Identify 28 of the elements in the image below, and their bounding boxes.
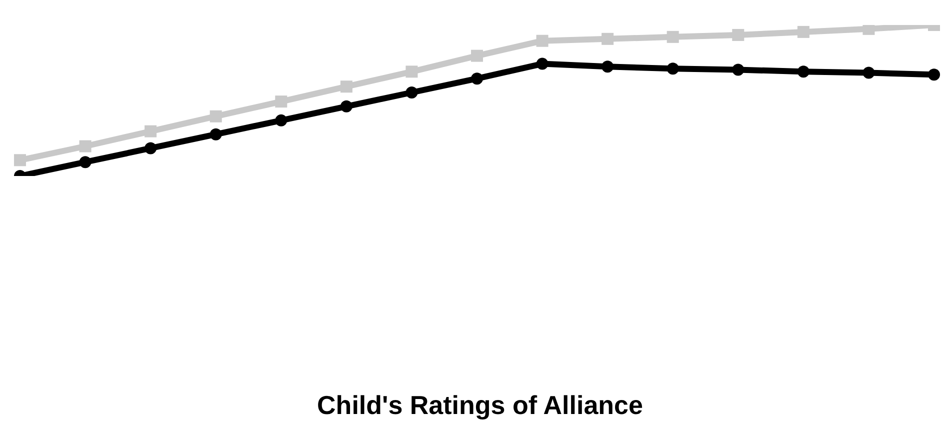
point bbox=[275, 96, 288, 108]
point bbox=[797, 26, 810, 38]
point bbox=[471, 72, 483, 85]
point bbox=[14, 154, 26, 166]
point bbox=[602, 60, 614, 73]
point bbox=[340, 80, 352, 93]
point bbox=[406, 66, 418, 78]
point bbox=[79, 156, 92, 168]
point bbox=[862, 66, 875, 79]
text: Child's Ratings of Alliance bbox=[316, 390, 644, 421]
point bbox=[732, 28, 744, 41]
point bbox=[210, 110, 222, 122]
point bbox=[536, 34, 548, 47]
point bbox=[732, 64, 744, 76]
point bbox=[79, 140, 92, 152]
point bbox=[406, 86, 418, 98]
point bbox=[928, 68, 940, 81]
point bbox=[275, 114, 288, 126]
point bbox=[536, 58, 548, 70]
point bbox=[471, 50, 483, 62]
point bbox=[340, 100, 352, 112]
point bbox=[666, 30, 679, 43]
point bbox=[797, 66, 810, 78]
point bbox=[602, 32, 614, 45]
point bbox=[144, 125, 157, 138]
point bbox=[210, 128, 222, 140]
point bbox=[666, 62, 679, 75]
point bbox=[144, 142, 157, 154]
